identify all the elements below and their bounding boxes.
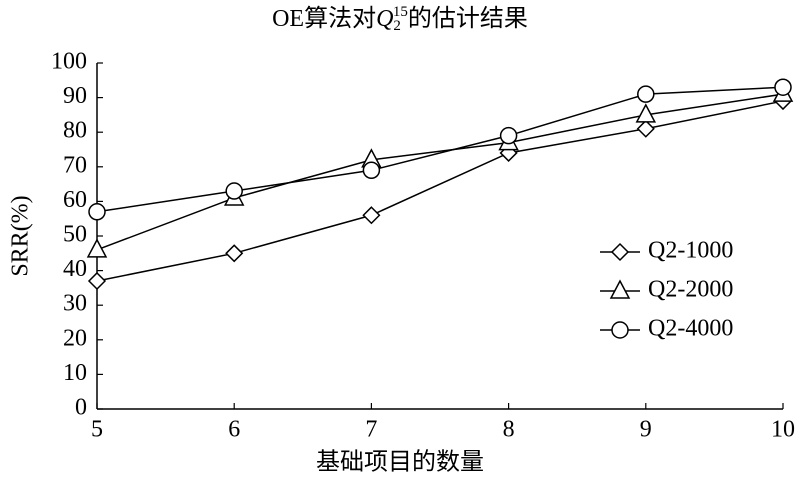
y-tick-label: 90 (63, 83, 87, 109)
legend-marker (610, 242, 630, 262)
legend-marker (609, 279, 631, 299)
x-tick-label: 5 (91, 417, 103, 443)
y-tick-label: 40 (63, 256, 87, 282)
y-tick-label: 50 (63, 222, 87, 248)
title-superscript: 15 (393, 4, 408, 20)
series-line (96, 93, 784, 251)
y-tick-label: 30 (63, 291, 87, 317)
title-symbol: Q (376, 6, 393, 32)
marker (86, 238, 108, 258)
x-tick-label: 9 (640, 417, 652, 443)
marker (499, 126, 518, 145)
y-tick-label: 70 (63, 152, 87, 178)
legend-label: Q2-1000 (648, 238, 733, 264)
marker (362, 206, 381, 225)
y-tick-label: 80 (63, 118, 87, 144)
marker (88, 203, 106, 221)
marker (774, 78, 792, 96)
x-tick-label: 10 (771, 417, 795, 443)
chart-title: OE算法对Q215的估计结果 (272, 4, 528, 34)
legend-label: Q2-2000 (648, 277, 733, 303)
marker (637, 85, 655, 103)
marker (87, 271, 107, 291)
title-subscript: 2 (393, 18, 401, 34)
y-tick-label: 60 (63, 187, 87, 213)
x-tick-label: 7 (365, 417, 377, 443)
legend-label: Q2-4000 (648, 316, 733, 342)
x-tick-label: 6 (228, 417, 240, 443)
marker (635, 103, 657, 123)
marker (362, 161, 381, 180)
y-tick-label: 0 (75, 395, 87, 421)
title-text: OE算法对 (272, 5, 376, 32)
series-line (96, 100, 784, 282)
y-tick-label: 10 (63, 360, 87, 386)
y-tick-label: 20 (63, 325, 87, 351)
marker (225, 182, 243, 200)
series-line (96, 86, 784, 213)
y-axis-label: SRR(%) (8, 195, 34, 276)
marker (636, 119, 655, 138)
marker (225, 244, 244, 263)
x-axis-label: 基础项目的数量 (316, 449, 484, 476)
title-text: 的估计结果 (408, 5, 528, 32)
x-tick-label: 8 (503, 417, 515, 443)
y-tick-label: 100 (51, 49, 87, 75)
legend-marker (611, 321, 629, 339)
